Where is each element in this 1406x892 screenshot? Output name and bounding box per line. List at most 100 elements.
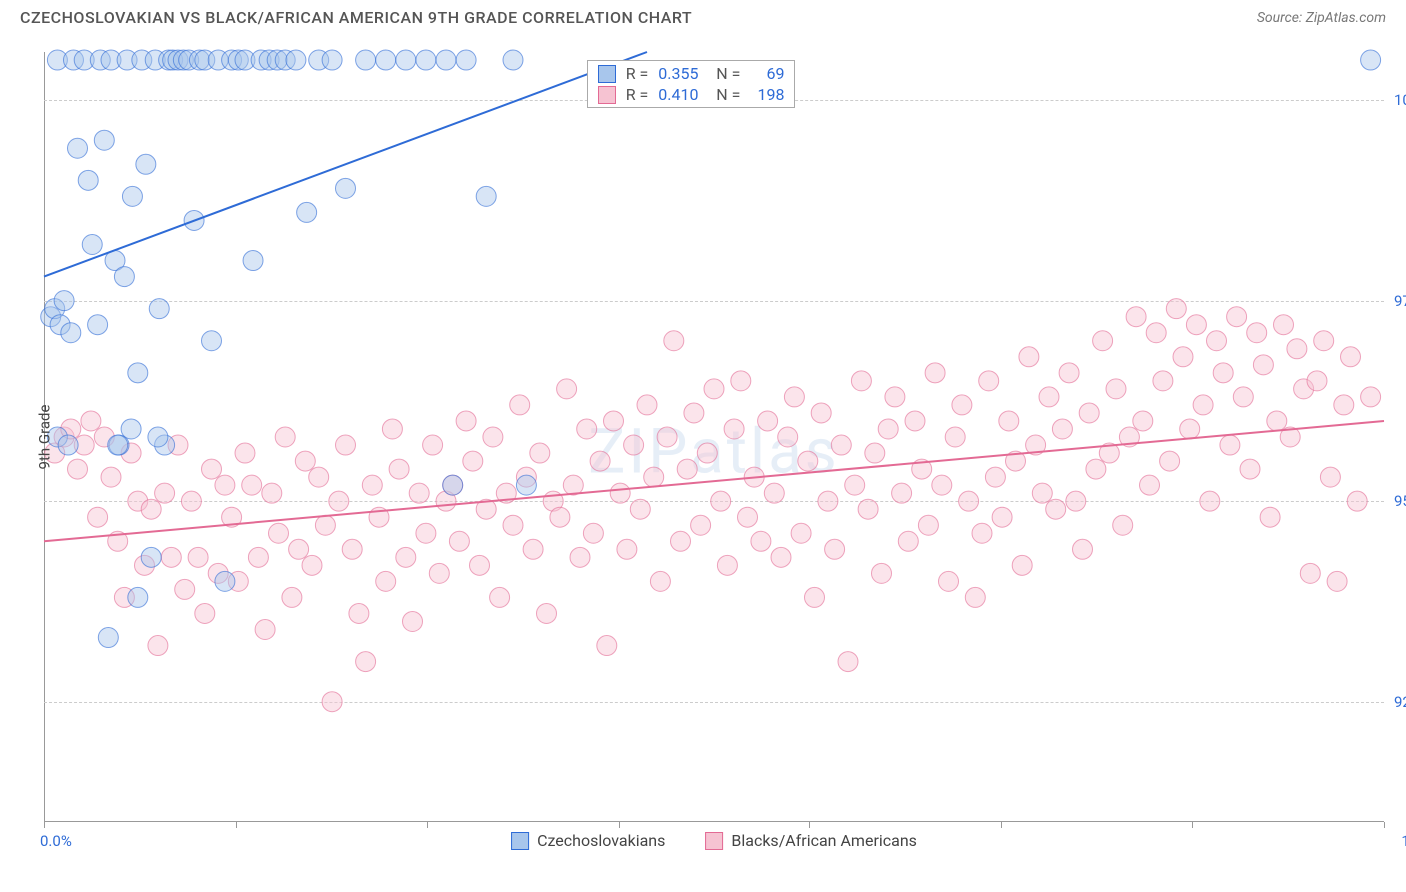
scatter-point: [362, 475, 382, 495]
stat-swatch-icon: [598, 65, 616, 83]
scatter-point: [1052, 419, 1072, 439]
scatter-point: [416, 50, 436, 70]
scatter-point: [503, 50, 523, 70]
scatter-point: [1146, 323, 1166, 343]
scatter-point: [81, 411, 101, 431]
scatter-point: [295, 451, 315, 471]
scatter-point: [456, 50, 476, 70]
scatter-point: [1039, 387, 1059, 407]
scatter-point: [309, 467, 329, 487]
scatter-point: [161, 547, 181, 567]
scatter-point: [878, 419, 898, 439]
scatter-point: [577, 419, 597, 439]
scatter-point: [992, 507, 1012, 527]
scatter-point: [784, 387, 804, 407]
scatter-point: [557, 379, 577, 399]
scatter-point: [215, 571, 235, 591]
scatter-point: [449, 531, 469, 551]
scatter-point: [597, 636, 617, 656]
scatter-point: [1140, 475, 1160, 495]
scatter-point: [858, 499, 878, 519]
scatter-point: [349, 603, 369, 623]
scatter-point: [925, 363, 945, 383]
scatter-point: [121, 419, 141, 439]
scatter-point: [1220, 435, 1240, 455]
scatter-point: [1307, 371, 1327, 391]
scatter-point: [215, 475, 235, 495]
scatter-point: [436, 50, 456, 70]
scatter-point: [149, 299, 169, 319]
scatter-point: [282, 587, 302, 607]
scatter-point: [1073, 539, 1093, 559]
scatter-point: [403, 611, 423, 631]
scatter-point: [114, 267, 134, 287]
scatter-point: [148, 636, 168, 656]
scatter-point: [356, 652, 376, 672]
scatter-point: [1153, 371, 1173, 391]
scatter-point: [1186, 315, 1206, 335]
trend-line: [44, 52, 647, 277]
scatter-point: [952, 395, 972, 415]
scatter-point: [342, 539, 362, 559]
legend-label: Blacks/African Americans: [731, 831, 917, 850]
scatter-point: [932, 475, 952, 495]
scatter-point: [88, 507, 108, 527]
scatter-point: [939, 571, 959, 591]
x-tick: [1001, 822, 1002, 828]
y-tick-label: 100.0%: [1394, 91, 1406, 109]
scatter-point: [128, 587, 148, 607]
scatter-point: [396, 50, 416, 70]
scatter-point: [356, 50, 376, 70]
scatter-point: [1079, 403, 1099, 423]
series-legend: Czechoslovakians Blacks/African American…: [511, 831, 917, 850]
scatter-point: [965, 587, 985, 607]
scatter-point: [778, 427, 798, 447]
scatter-point: [336, 178, 356, 198]
scatter-point: [845, 475, 865, 495]
scatter-point: [818, 491, 838, 511]
scatter-point: [1032, 483, 1052, 503]
scatter-point: [1287, 339, 1307, 359]
scatter-point: [838, 652, 858, 672]
scatter-point: [1066, 491, 1086, 511]
scatter-point: [1207, 331, 1227, 351]
scatter-point: [851, 371, 871, 391]
scatter-point: [336, 435, 356, 455]
scatter-point: [1113, 515, 1133, 535]
scatter-point: [54, 291, 74, 311]
scatter-point: [644, 467, 664, 487]
scatter-point: [1361, 387, 1381, 407]
scatter-point: [671, 531, 691, 551]
scatter-point: [181, 491, 201, 511]
scatter-point: [289, 539, 309, 559]
scatter-point: [885, 387, 905, 407]
x-axis-max-label: 100.0%: [1401, 832, 1406, 850]
scatter-point: [175, 579, 195, 599]
scatter-point: [717, 555, 737, 575]
scatter-point: [68, 459, 88, 479]
scatter-point: [550, 507, 570, 527]
scatter-point: [1173, 347, 1193, 367]
stat-n-value: 69: [750, 64, 784, 83]
scatter-point: [1341, 347, 1361, 367]
scatter-point: [831, 435, 851, 455]
scatter-point: [999, 411, 1019, 431]
scatter-point: [202, 331, 222, 351]
scatter-point: [664, 331, 684, 351]
scatter-point: [711, 491, 731, 511]
scatter-point: [1227, 307, 1247, 327]
scatter-point: [825, 539, 845, 559]
scatter-point: [82, 235, 102, 255]
scatter-point: [805, 587, 825, 607]
scatter-point: [590, 451, 610, 471]
scatter-point: [764, 483, 784, 503]
legend-swatch-icon: [511, 832, 529, 850]
stat-n-value: 198: [750, 85, 784, 104]
scatter-point: [865, 443, 885, 463]
x-tick: [619, 822, 620, 828]
scatter-point: [148, 427, 168, 447]
scatter-point: [1320, 467, 1340, 487]
scatter-point: [155, 483, 175, 503]
stat-r-label: R =: [626, 64, 649, 83]
correlation-stat-legend: R =0.355N =69R =0.410N =198: [587, 60, 796, 108]
